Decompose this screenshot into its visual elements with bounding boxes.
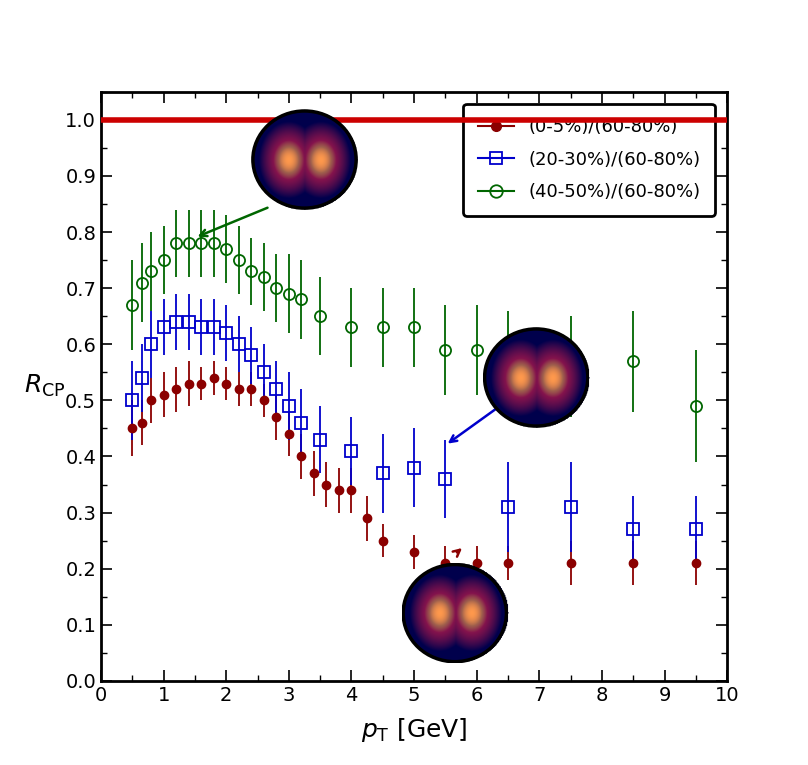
Y-axis label: $R_{\mathrm{CP}}$: $R_{\mathrm{CP}}$ [23, 373, 65, 399]
X-axis label: $p_{\mathrm{T}}$ [GeV]: $p_{\mathrm{T}}$ [GeV] [361, 716, 467, 744]
Legend: (0-5%)/(60-80%), (20-30%)/(60-80%), (40-50%)/(60-80%): (0-5%)/(60-80%), (20-30%)/(60-80%), (40-… [464, 104, 715, 216]
